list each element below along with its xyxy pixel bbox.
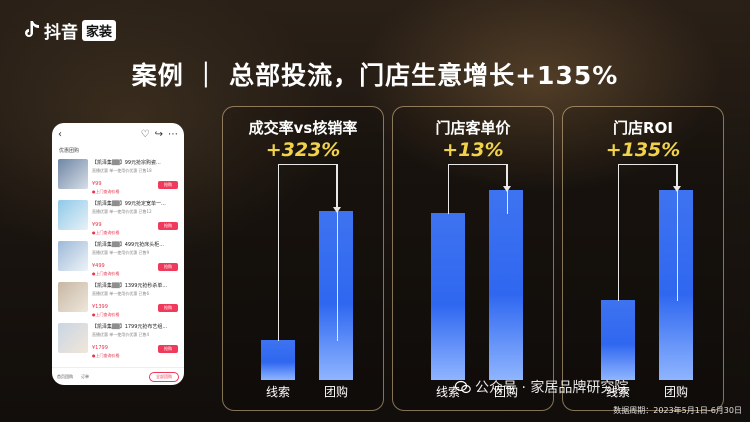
buy-button[interactable]: 抢购 [158, 181, 178, 189]
connector-arrow-line [676, 164, 677, 186]
comparison-connector [278, 164, 338, 341]
bar-label: 团购 [323, 385, 348, 399]
deal-thumbnail [58, 200, 88, 230]
back-icon[interactable]: ‹ [58, 128, 62, 140]
deal-price: ¥1399 [92, 304, 108, 310]
arrow-down-icon [503, 186, 511, 192]
connector-arrow-line [336, 164, 337, 207]
arrow-down-icon [673, 186, 681, 192]
bar-group-buy [489, 190, 523, 380]
wechat-watermark: 公众号 · 家居品牌研究院 [455, 377, 628, 397]
deal-price: ¥499 [92, 263, 105, 269]
share-icon[interactable]: ↪ [154, 128, 163, 140]
phone-bottom-bar: 首页团购 订单 全部团购 [52, 367, 184, 385]
comparison-connector [618, 164, 678, 301]
connector-arrow-line [506, 164, 507, 186]
deal-info: 【凯泽集▒▒】499元抢床头柜... 直播优惠 单一使用价优惠 已售9 ¥499 ●上… [88, 241, 178, 278]
panel-growth-value: +135% [605, 139, 681, 161]
bar-label: 线索 [605, 385, 630, 399]
deal-item[interactable]: 【凯泽集▒▒】499元抢床头柜... 直播优惠 单一使用价优惠 已售9 ¥499 ●上… [58, 241, 178, 278]
arrow-down-icon [333, 207, 341, 213]
deal-title: 【凯泽集▒▒】1799元抢布艺组... [92, 324, 168, 330]
bar-group-buy [659, 190, 693, 380]
headline: 案例 ｜ 总部投流，门店生意增长+135% [131, 61, 619, 90]
deal-info: 【凯泽集▒▒】1799元抢布艺组... 直播优惠 单一使用价优惠 已售4 ¥1799… [88, 323, 178, 360]
bar-label: 团购 [663, 385, 688, 399]
deal-title: 【凯泽集▒▒】499元抢床头柜... [92, 242, 165, 248]
buy-button[interactable]: 抢购 [158, 263, 178, 271]
panel-title: 成交率vs核销率 [248, 119, 358, 137]
bar-label: 线索 [265, 385, 290, 399]
all-deals-button[interactable]: 全部团购 [149, 371, 179, 382]
buy-button[interactable]: 抢购 [158, 304, 178, 312]
deal-price: ¥99 [92, 181, 102, 187]
buy-button[interactable]: 抢购 [158, 222, 178, 230]
panel-store-roi: 门店ROI +135% 线索 团购 [562, 106, 724, 411]
panel-growth-value: +13% [442, 139, 504, 161]
date-note: 数据周期：2023年5月1日-6月30日 [613, 406, 742, 415]
deal-subtitle: 直播优惠 单一使用价优惠 已售12 [92, 209, 152, 214]
panel-title: 门店ROI [613, 119, 673, 137]
phone-mockup: ‹ ♡ ↪ ⋯ 优惠团购 【凯泽集▒▒】99元抢宗购瓷... 直播优惠 单一使用价… [52, 123, 184, 385]
deal-subtitle: 直播优惠 单一使用价优惠 已售4 [92, 332, 150, 337]
tab-home-deals[interactable]: 首页团购 [57, 373, 73, 379]
deal-thumbnail [58, 323, 88, 353]
panel-order-value: 门店客单价 +13% 线索 团购 [392, 106, 554, 411]
brand-tag: 家装 [82, 20, 117, 41]
bar-label: 线索 [435, 385, 460, 399]
deal-item[interactable]: 【凯泽集▒▒】1799元抢布艺组... 直播优惠 单一使用价优惠 已售4 ¥1799… [58, 323, 178, 360]
tab-orders[interactable]: 订单 [81, 373, 89, 379]
comparison-connector [448, 164, 508, 214]
panel-growth-value: +323% [265, 139, 341, 161]
deal-thumbnail [58, 282, 88, 312]
deal-subtitle: 直播优惠 单一使用价优惠 已售9 [92, 250, 150, 255]
deal-list: 【凯泽集▒▒】99元抢宗购瓷... 直播优惠 单一使用价优惠 已售18 ¥99 ●上门… [52, 159, 184, 360]
bar-leads [601, 300, 635, 380]
deal-tag: ●上门查询价格 [92, 271, 120, 276]
deal-info: 【凯泽集▒▒】99元抢宗购瓷... 直播优惠 单一使用价优惠 已售18 ¥99 ●上门… [88, 159, 178, 196]
deals-section-title: 优惠团购 [59, 148, 80, 154]
deal-tag: ●上门查询价格 [92, 353, 120, 358]
deal-price: ¥99 [92, 222, 102, 228]
phone-header: ‹ ♡ ↪ ⋯ [52, 123, 184, 145]
deal-title: 【凯泽集▒▒】1399元抢秒杀单... [92, 283, 168, 289]
deal-subtitle: 直播优惠 单一使用价优惠 已售6 [92, 291, 150, 296]
bar-leads [261, 340, 295, 380]
deal-thumbnail [58, 159, 88, 189]
favorite-icon[interactable]: ♡ [140, 128, 150, 140]
deal-tag: ●上门查询价格 [92, 312, 120, 317]
deal-thumbnail [58, 241, 88, 271]
wechat-icon [455, 380, 471, 394]
deal-item[interactable]: 【凯泽集▒▒】99元抢定宽单一... 直播优惠 单一使用价优惠 已售12 ¥99 ●上… [58, 200, 178, 237]
buy-button[interactable]: 抢购 [158, 345, 178, 353]
deal-item[interactable]: 【凯泽集▒▒】99元抢宗购瓷... 直播优惠 单一使用价优惠 已售18 ¥99 ●上门… [58, 159, 178, 196]
watermark-text: 公众号 · 家居品牌研究院 [475, 380, 629, 396]
deal-info: 【凯泽集▒▒】1399元抢秒杀单... 直播优惠 单一使用价优惠 已售6 ¥1399… [88, 282, 178, 319]
deal-item[interactable]: 【凯泽集▒▒】1399元抢秒杀单... 直播优惠 单一使用价优惠 已售6 ¥1399… [58, 282, 178, 319]
douyin-logo: 抖音 家装 [22, 18, 117, 43]
more-icon[interactable]: ⋯ [168, 128, 178, 140]
panel-title: 门店客单价 [435, 119, 511, 137]
deal-subtitle: 直播优惠 单一使用价优惠 已售18 [92, 168, 152, 173]
panel-conversion-rate: 成交率vs核销率 +323% 线索 团购 [222, 106, 384, 411]
deal-price: ¥1799 [92, 345, 108, 351]
deal-info: 【凯泽集▒▒】99元抢定宽单一... 直播优惠 单一使用价优惠 已售12 ¥99 ●上… [88, 200, 178, 237]
deal-tag: ●上门查询价格 [92, 189, 120, 194]
deal-tag: ●上门查询价格 [92, 230, 120, 235]
bar-label: 团购 [493, 385, 518, 399]
brand-name: 抖音 [44, 23, 78, 43]
bar-group-buy [319, 211, 353, 380]
deal-title: 【凯泽集▒▒】99元抢定宽单一... [92, 201, 166, 207]
douyin-note-icon [25, 20, 39, 37]
bar-leads [431, 213, 465, 380]
deal-title: 【凯泽集▒▒】99元抢宗购瓷... [92, 160, 161, 166]
